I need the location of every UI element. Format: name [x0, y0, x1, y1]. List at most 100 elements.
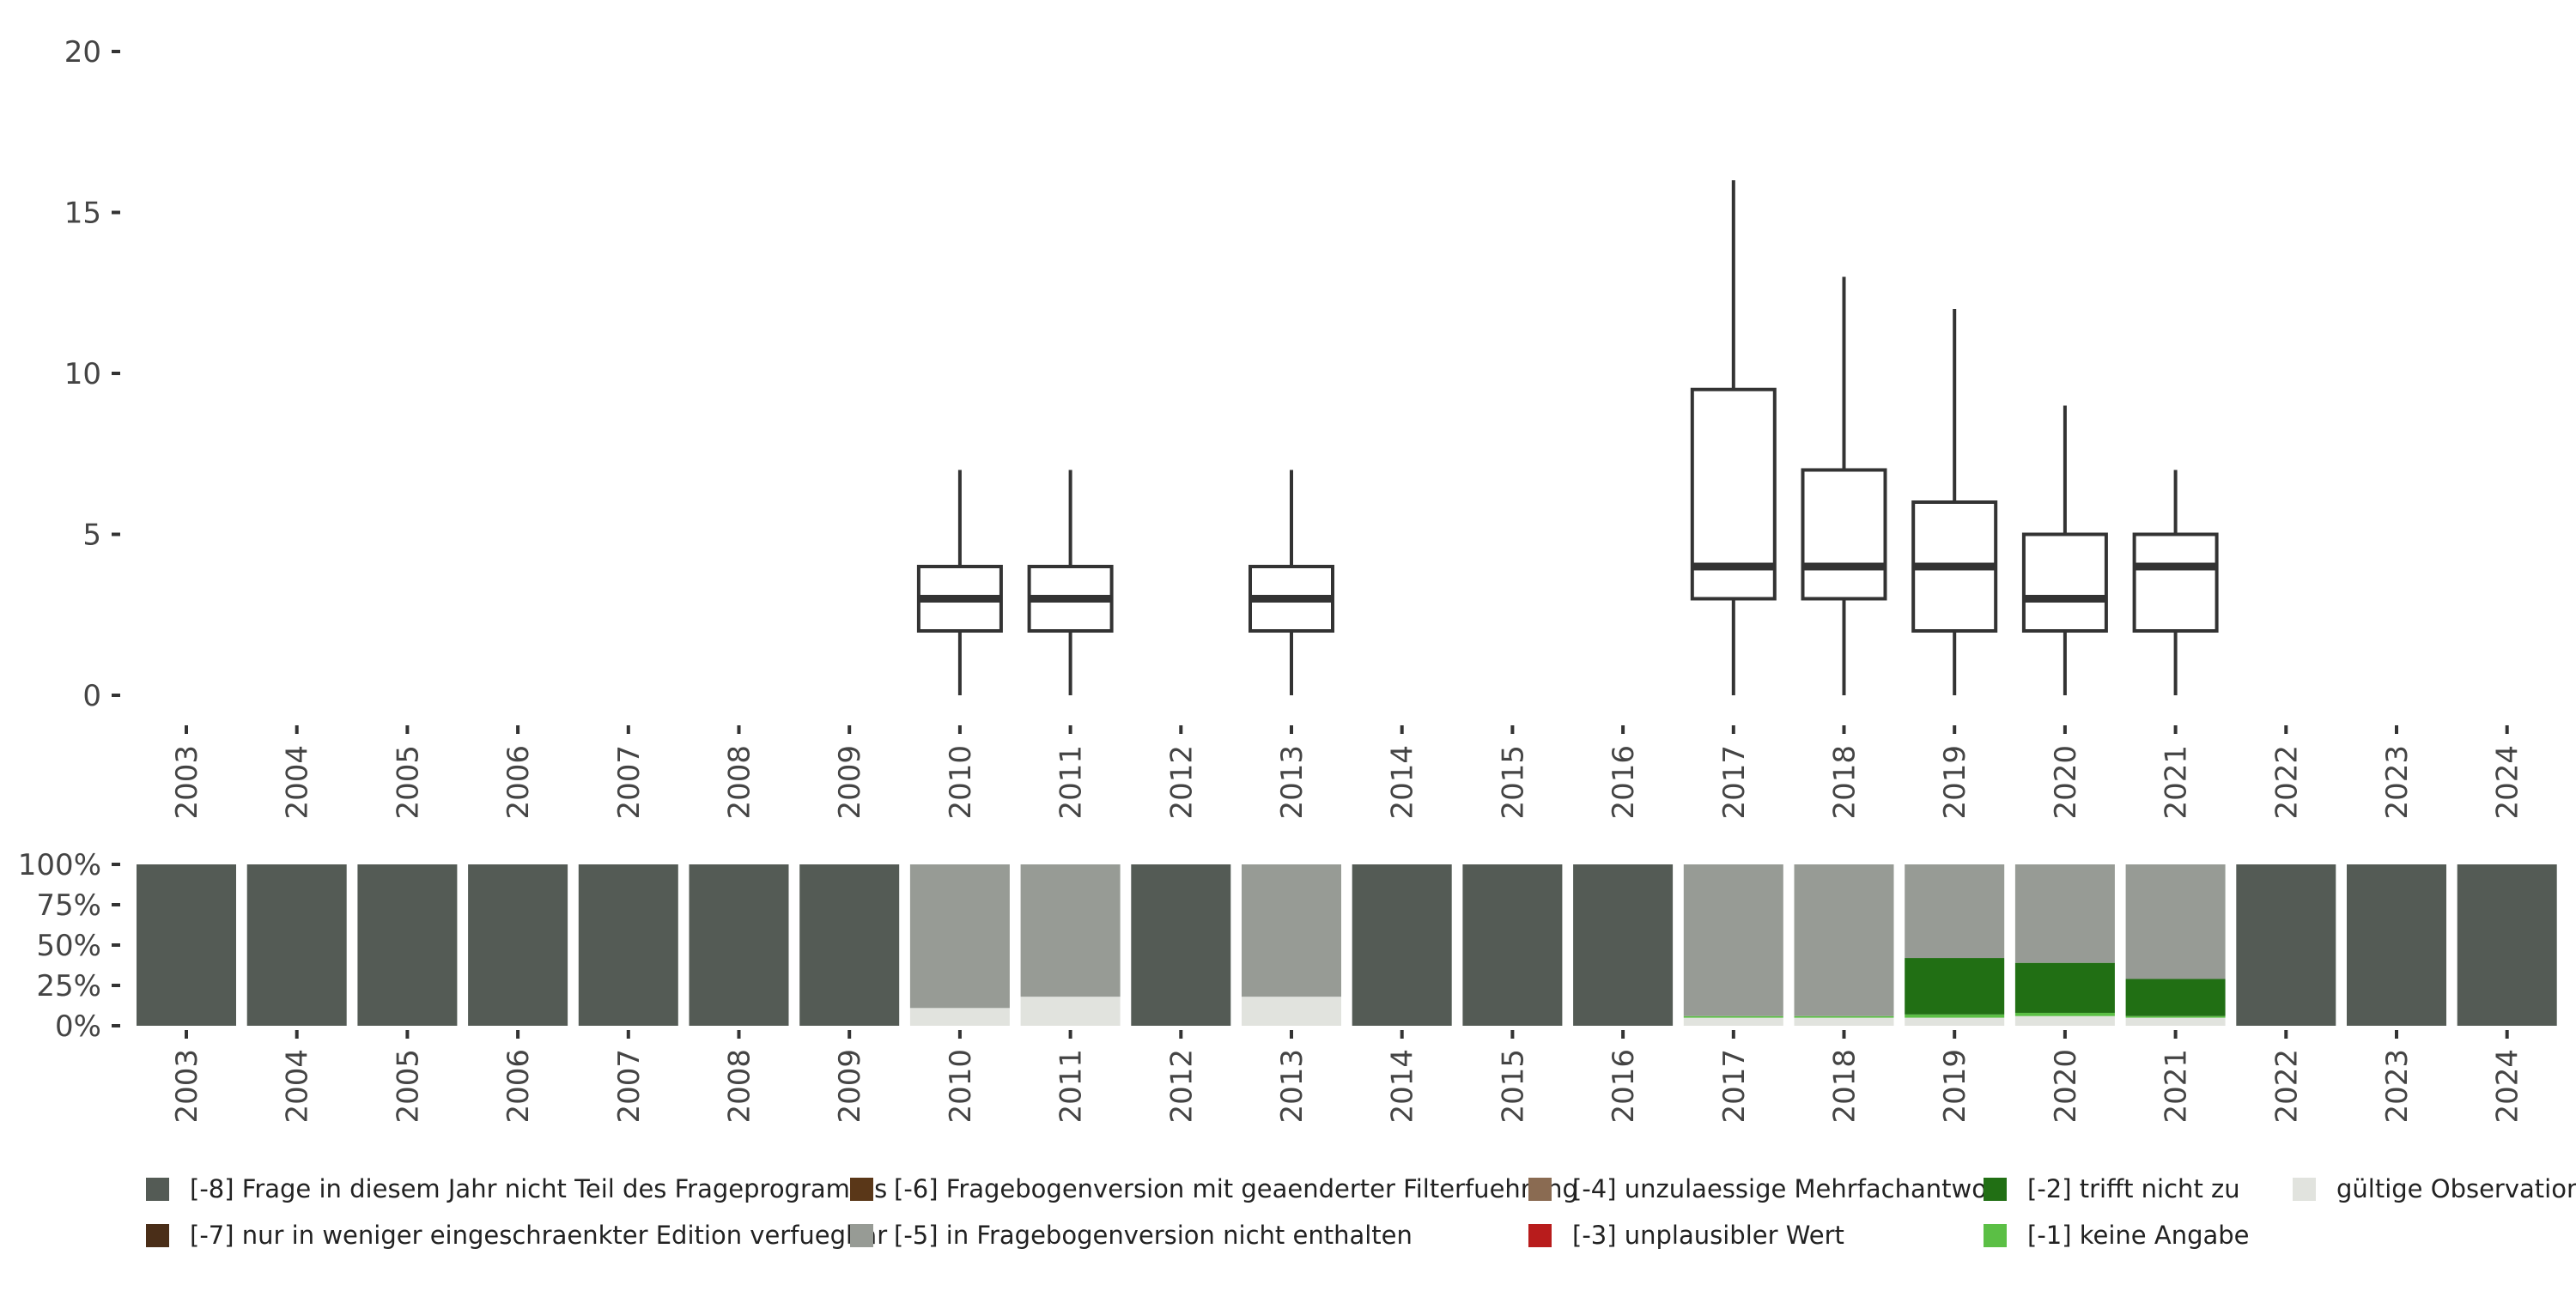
stack-y-tick-label: 100% — [18, 848, 101, 882]
legend-swatch — [2293, 1177, 2316, 1201]
stack-x-tick-label: 2016 — [1607, 1049, 1641, 1124]
x-tick-label: 2017 — [1717, 745, 1752, 820]
box-2019 — [1911, 309, 1998, 695]
stack-segment — [1905, 958, 2005, 1015]
x-tick-label: 2005 — [391, 745, 425, 820]
stack-segment — [578, 864, 678, 1026]
legend-label: [-3] unplausibler Wert — [1572, 1221, 1844, 1250]
stack-x-tick-label: 2008 — [723, 1049, 757, 1124]
stack-x-tick-label: 2015 — [1496, 1049, 1530, 1124]
stack-segment — [1905, 1014, 2005, 1018]
stack-segment — [689, 864, 789, 1026]
stack-x-tick-label: 2017 — [1717, 1049, 1752, 1124]
stack-bar-2015 — [1462, 864, 1563, 1026]
y-tick-label: 15 — [64, 197, 101, 231]
legend-label: [-2] trifft nicht zu — [2027, 1174, 2240, 1203]
stack-segment — [909, 1008, 1010, 1026]
box-iqr — [2021, 532, 2108, 633]
stack-segment — [909, 864, 1010, 1009]
legend-label: [-4] unzulaessige Mehrfachantwort — [1572, 1174, 2008, 1203]
stack-x-tick-label: 2005 — [391, 1049, 425, 1124]
box-iqr — [1801, 468, 1887, 601]
stack-segment — [2236, 864, 2336, 1026]
stack-segment — [137, 864, 236, 1026]
legend-swatch — [1528, 1177, 1552, 1201]
legend-item: [-2] trifft nicht zu — [1984, 1174, 2240, 1203]
stack-y-tick-label: 50% — [36, 929, 101, 963]
stack-bar-2016 — [1573, 864, 1674, 1026]
stack-x-tick-label: 2013 — [1275, 1049, 1309, 1124]
legend-item: [-1] keine Angabe — [1984, 1221, 2250, 1250]
stack-x-tick-label: 2012 — [1164, 1049, 1199, 1124]
stack-segment — [1683, 1015, 1783, 1018]
x-tick-label: 2022 — [2269, 745, 2304, 820]
legend-item: [-4] unzulaessige Mehrfachantwort — [1528, 1174, 2007, 1203]
stack-x-tick-label: 2009 — [833, 1049, 867, 1124]
stack-segment — [2014, 1015, 2115, 1026]
stack-segment — [246, 864, 347, 1026]
stack-segment — [2125, 1017, 2226, 1026]
y-tick-label: 20 — [64, 35, 101, 70]
stack-segment — [1242, 997, 1341, 1026]
legend-label: [-6] Fragebogenversion mit geaenderter F… — [894, 1174, 1578, 1203]
stack-x-tick-label: 2020 — [2049, 1049, 2083, 1124]
x-tick-label: 2018 — [1828, 745, 1862, 820]
stack-segment — [799, 864, 900, 1026]
stack-x-tick-label: 2003 — [170, 1049, 204, 1124]
stack-segment — [1573, 864, 1674, 1026]
y-tick-label: 5 — [82, 518, 101, 553]
stack-bar-2023 — [2347, 864, 2446, 1026]
legend-item: [-7] nur in weniger eingeschraenkter Edi… — [146, 1221, 887, 1250]
stack-bar-2017 — [1683, 864, 1783, 1026]
stack-segment — [1352, 864, 1452, 1026]
stack-segment — [1131, 864, 1231, 1026]
x-tick-label: 2007 — [612, 745, 647, 820]
x-tick-label: 2015 — [1496, 745, 1530, 820]
stack-segment — [1020, 864, 1121, 997]
legend-label: [-5] in Fragebogenversion nicht enthalte… — [894, 1221, 1413, 1250]
x-tick-label: 2016 — [1607, 745, 1641, 820]
stack-x-tick-label: 2010 — [944, 1049, 978, 1124]
stack-bar-2018 — [1794, 864, 1894, 1026]
stack-segment — [1020, 997, 1121, 1026]
stack-x-tick-label: 2014 — [1386, 1049, 1420, 1124]
box-2020 — [2021, 405, 2108, 695]
stack-bar-2008 — [689, 864, 789, 1026]
box-2011 — [1027, 470, 1114, 695]
stack-bar-2021 — [2125, 864, 2226, 1026]
legend-swatch — [146, 1177, 169, 1201]
box-2017 — [1690, 180, 1777, 695]
stack-bar-2014 — [1352, 864, 1452, 1026]
box-2021 — [2132, 470, 2219, 695]
stack-x-tick-label: 2023 — [2380, 1049, 2415, 1124]
stack-segment — [2347, 864, 2446, 1026]
stack-bar-2019 — [1905, 864, 2005, 1026]
stack-segment — [1905, 864, 2005, 959]
stack-y-tick-label: 75% — [36, 888, 101, 923]
x-tick-label: 2014 — [1386, 745, 1420, 820]
x-tick-label: 2012 — [1164, 745, 1199, 820]
stack-bar-2020 — [2014, 864, 2115, 1026]
stack-bar-2004 — [246, 864, 347, 1026]
x-tick-label: 2023 — [2380, 745, 2415, 820]
stack-segment — [357, 864, 458, 1026]
stack-x-tick-label: 2024 — [2491, 1049, 2525, 1124]
x-tick-label: 2010 — [944, 745, 978, 820]
stack-bar-2013 — [1242, 864, 1341, 1026]
stack-x-tick-label: 2004 — [281, 1049, 315, 1124]
legend-label: [-8] Frage in diesem Jahr nicht Teil des… — [190, 1174, 888, 1203]
box-2010 — [916, 470, 1003, 695]
y-tick-label: 10 — [64, 357, 101, 391]
stack-x-tick-label: 2006 — [501, 1049, 536, 1124]
stack-segment — [1683, 1017, 1783, 1026]
legend-label: [-7] nur in weniger eingeschraenkter Edi… — [190, 1221, 888, 1250]
stack-segment — [1242, 864, 1341, 997]
y-tick-label: 0 — [82, 679, 101, 713]
x-tick-label: 2019 — [1938, 745, 1972, 820]
box-2013 — [1249, 470, 1334, 695]
legend-item: [-3] unplausibler Wert — [1528, 1221, 1844, 1250]
x-tick-label: 2020 — [2049, 745, 2083, 820]
legend-label: [-1] keine Angabe — [2027, 1221, 2250, 1250]
